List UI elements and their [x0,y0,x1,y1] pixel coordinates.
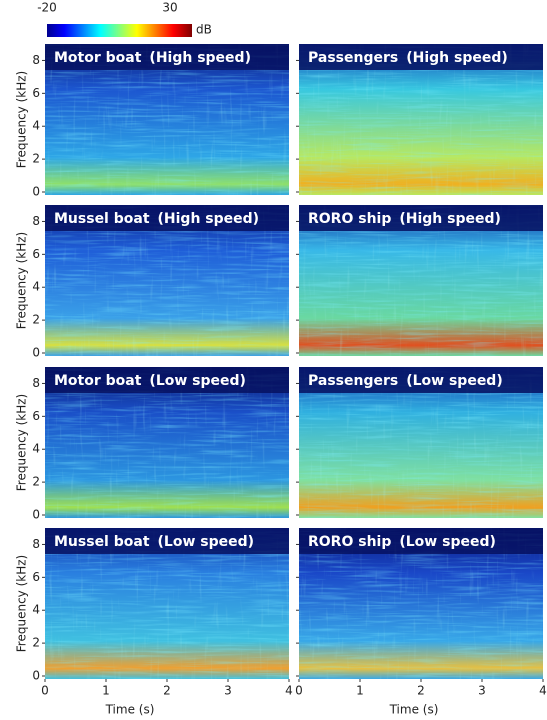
panel-subtitle: (Low speed) [406,373,503,389]
x-tick-label: 1 [356,684,364,698]
y-tick-label: 4 [32,119,40,133]
panel-subtitle: (High speed) [399,211,501,227]
panel-title: Motor boat [54,50,142,66]
y-tick-label: 6 [32,86,40,100]
y-tick-label: 0 [32,669,40,683]
y-tick-label: 4 [32,442,40,456]
panel-title: Mussel boat (Low speed) [54,534,254,550]
panel-subtitle: (Low speed) [158,534,255,550]
x-tick-label: 4 [285,684,293,698]
panel-header [299,367,543,393]
panel-subtitle: (High speed) [149,50,251,66]
y-tick-label: 4 [32,603,40,617]
x-tick-label: 4 [539,684,547,698]
y-tick-label: 6 [32,247,40,261]
panel-header [45,44,289,70]
panel-title: Passengers [308,373,398,389]
panel-header [299,44,543,70]
colorbar-max: 30 [162,1,177,15]
panel-subtitle: (High speed) [158,211,260,227]
y-tick-label: 2 [32,152,40,166]
panel-title: Passengers (Low speed) [308,373,503,389]
y-tick-label: 6 [32,570,40,584]
y-tick-label: 8 [32,214,40,228]
x-tick-label: 2 [417,684,425,698]
colorbar-label: dB [196,23,212,37]
x-axis-label: Time (s) [105,703,155,717]
panel-title: Mussel boat [54,211,150,227]
panel-subtitle: (Low speed) [399,534,496,550]
y-tick-label: 2 [32,313,40,327]
panel-title: Motor boat (Low speed) [54,373,246,389]
panel-title: Passengers [308,50,398,66]
panel-title: Motor boat [54,373,142,389]
y-axis-label: Frequency (kHz) [15,394,29,491]
y-tick-label: 0 [32,346,40,360]
panel-header [299,528,543,554]
y-tick-label: 8 [32,376,40,390]
panel-subtitle: (High speed) [406,50,508,66]
x-tick-label: 3 [224,684,232,698]
x-tick-label: 1 [102,684,110,698]
y-axis-label: Frequency (kHz) [15,555,29,652]
x-axis-label: Time (s) [389,703,439,717]
panel-title: Passengers (High speed) [308,50,508,66]
panel-title: Motor boat (High speed) [54,50,251,66]
panel-title: RORO ship (Low speed) [308,534,496,550]
panel-title: RORO ship [308,534,391,550]
x-tick-label: 0 [295,684,303,698]
x-tick-label: 2 [163,684,171,698]
x-tick-label: 0 [41,684,49,698]
panel-title: RORO ship [308,211,391,227]
y-tick-label: 8 [32,537,40,551]
colorbar [47,24,192,37]
panel-header [45,367,289,393]
colorbar-min: -20 [37,1,57,15]
y-axis-label: Frequency (kHz) [15,71,29,168]
panel-title: Mussel boat (High speed) [54,211,259,227]
panel-subtitle: (Low speed) [149,373,246,389]
x-tick-label: 3 [478,684,486,698]
y-tick-label: 4 [32,280,40,294]
panel-header [45,528,289,554]
panel-header [45,205,289,231]
y-tick-label: 0 [32,508,40,522]
panel-title: Mussel boat [54,534,150,550]
panel-header [299,205,543,231]
y-tick-label: 2 [32,475,40,489]
y-tick-label: 8 [32,53,40,67]
panel-title: RORO ship (High speed) [308,211,501,227]
y-tick-label: 6 [32,409,40,423]
y-tick-label: 0 [32,185,40,199]
y-tick-label: 2 [32,636,40,650]
y-axis-label: Frequency (kHz) [15,232,29,329]
